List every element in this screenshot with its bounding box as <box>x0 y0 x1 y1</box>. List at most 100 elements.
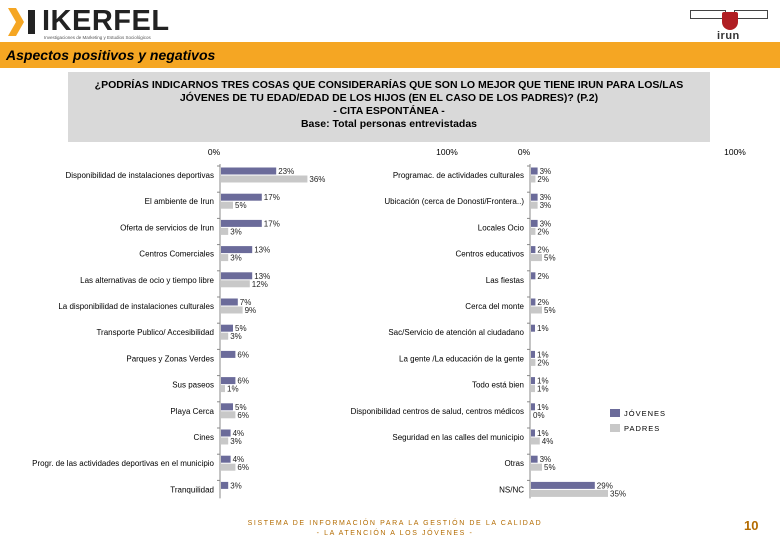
bar-jovenes <box>531 403 535 411</box>
bar-padres <box>531 437 540 445</box>
bar-jovenes <box>531 377 535 385</box>
value-label-jovenes: 3% <box>540 455 552 464</box>
bar-jovenes <box>221 377 236 385</box>
bar-padres <box>531 463 542 471</box>
section-banner: Aspectos positivos y negativos <box>0 42 780 68</box>
value-label-padres: 5% <box>544 254 556 263</box>
footer: SISTEMA DE INFORMACIÓN PARA LA GESTIÓN D… <box>240 519 550 539</box>
value-label-jovenes: 29% <box>597 481 613 490</box>
value-label-padres: 5% <box>235 201 247 210</box>
bar-padres <box>531 201 538 209</box>
value-label-padres: 3% <box>540 201 552 210</box>
bar-jovenes <box>221 272 253 280</box>
legend-label-jovenes: JÓVENES <box>624 409 666 418</box>
category-label: Cerca del monte <box>465 302 524 311</box>
category-label: Las fiestas <box>486 276 524 285</box>
legend-swatch-padres <box>610 424 620 432</box>
category-label: Sac/Servicio de atención al ciudadano <box>388 328 524 337</box>
bar-jovenes <box>221 298 238 306</box>
category-label: Programac. de actividades culturales <box>393 171 524 180</box>
category-label: El ambiente de Irun <box>145 197 214 206</box>
chevron-logo-icon <box>8 8 35 36</box>
value-label-jovenes: 6% <box>237 350 249 359</box>
category-label: Otras <box>504 459 524 468</box>
bar-jovenes <box>531 298 536 306</box>
value-label-jovenes: 1% <box>537 377 549 386</box>
bar-jovenes <box>531 429 535 437</box>
logo-wordmark: IKERFEL <box>42 5 170 37</box>
bar-padres <box>221 411 236 419</box>
bar-jovenes <box>221 429 231 437</box>
category-label: Disponibilidad de instalaciones deportiv… <box>65 171 214 180</box>
value-label-jovenes: 23% <box>278 167 294 176</box>
value-label-jovenes: 17% <box>264 193 280 202</box>
value-label-jovenes: 3% <box>540 219 552 228</box>
ikerfel-logo: IKERFEL Investigaciones de Marketing y E… <box>8 5 170 40</box>
bar-jovenes <box>531 272 536 280</box>
bar-jovenes <box>221 481 229 489</box>
value-label-jovenes: 13% <box>254 272 270 281</box>
value-label-jovenes: 3% <box>540 193 552 202</box>
question-line-1: ¿PODRÍAS INDICARNOS TRES COSAS QUE CONSI… <box>94 79 684 91</box>
value-label-padres: 36% <box>309 175 325 184</box>
value-label-padres: 4% <box>542 437 554 446</box>
bar-padres <box>221 175 308 183</box>
value-label-padres: 6% <box>237 463 249 472</box>
bar-jovenes <box>531 481 595 489</box>
category-label: La gente /La educación de la gente <box>399 354 525 363</box>
category-label: NS/NC <box>499 485 524 494</box>
value-label-padres: 2% <box>537 227 549 236</box>
category-label: Transporte Publico/ Accesibilidad <box>96 328 214 337</box>
category-label: Seguridad en las calles del municipio <box>392 433 524 442</box>
logo-tagline: Investigaciones de Marketing y Estudios … <box>44 35 151 40</box>
value-label-jovenes: 5% <box>235 403 247 412</box>
value-label-padres: 1% <box>227 385 239 394</box>
category-label: Centros Comerciales <box>139 250 214 259</box>
value-label-jovenes: 4% <box>233 455 245 464</box>
value-label-padres: 6% <box>237 411 249 420</box>
category-label: Centros educativos <box>456 250 524 259</box>
bar-padres <box>221 437 229 445</box>
value-label-jovenes: 7% <box>240 298 252 307</box>
category-label: Progr. de las actividades deportivas en … <box>32 459 214 468</box>
category-label: Locales Ocio <box>478 223 525 232</box>
bar-padres <box>221 254 229 262</box>
bar-padres <box>531 385 535 393</box>
category-label: Playa Cerca <box>170 407 214 416</box>
value-label-jovenes: 5% <box>235 324 247 333</box>
crest-right-box <box>734 10 768 19</box>
bar-padres <box>221 463 236 471</box>
value-label-padres: 5% <box>544 306 556 315</box>
shield-icon <box>722 12 738 30</box>
bar-padres <box>221 332 229 340</box>
axis-min-label-0: 0% <box>208 147 221 157</box>
value-label-jovenes: 13% <box>254 246 270 255</box>
category-label: Todo está bien <box>472 381 524 390</box>
bar-jovenes <box>221 350 236 358</box>
footer-line-1: SISTEMA DE INFORMACIÓN PARA LA GESTIÓN D… <box>247 520 543 527</box>
bar-jovenes <box>221 403 233 411</box>
category-label: Oferta de servicios de Irun <box>120 223 214 232</box>
value-label-jovenes: 1% <box>537 429 549 438</box>
bar-padres <box>221 227 229 235</box>
bar-jovenes <box>221 246 253 254</box>
bar-padres <box>531 175 536 183</box>
bar-padres <box>531 306 542 314</box>
value-label-padres: 35% <box>610 489 626 498</box>
bar-padres <box>221 306 243 314</box>
category-label: La disponibilidad de instalaciones cultu… <box>58 302 214 311</box>
bar-jovenes <box>531 350 535 358</box>
bar-padres <box>531 489 608 497</box>
bar-padres <box>531 227 536 235</box>
bar-jovenes <box>221 455 231 463</box>
legend-label-padres: PADRES <box>624 424 660 433</box>
category-label: Disponibilidad centros de salud, centros… <box>351 407 524 416</box>
value-label-jovenes: 17% <box>264 219 280 228</box>
bar-padres <box>531 254 542 262</box>
axis-max-label-0: 100% <box>436 147 458 157</box>
value-label-jovenes: 3% <box>540 167 552 176</box>
axis-max-label-1: 100% <box>724 147 746 157</box>
bar-jovenes <box>531 455 538 463</box>
value-label-padres: 5% <box>544 463 556 472</box>
value-label-padres: 3% <box>230 332 242 341</box>
